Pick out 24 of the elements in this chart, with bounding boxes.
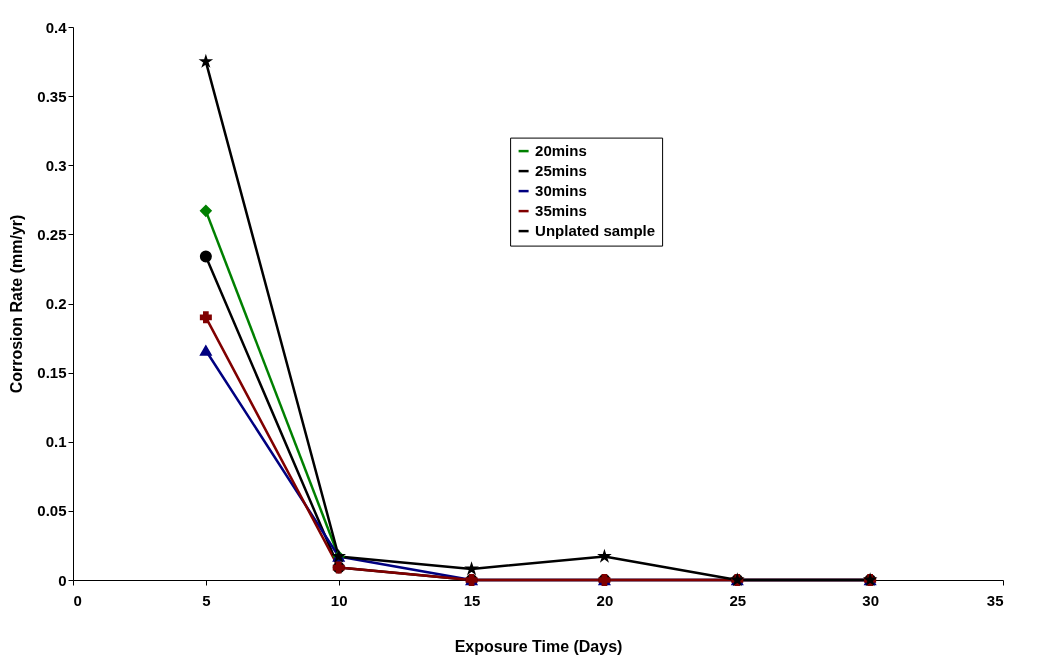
x-tick-label: 35 — [986, 591, 1004, 609]
legend-label: 30mins — [535, 182, 587, 200]
legend-label: Unplated sample — [535, 222, 656, 240]
x-axis-title: Exposure Time (Days) — [454, 637, 623, 655]
x-tick-label: 0 — [73, 591, 82, 609]
legend-label: 20mins — [535, 142, 587, 160]
y-tick-label: 0.05 — [37, 502, 67, 520]
x-tick-label: 15 — [463, 591, 481, 609]
y-tick-label: 0.1 — [45, 433, 67, 451]
y-tick-label: 0 — [58, 571, 67, 589]
y-tick-label: 0.2 — [45, 295, 67, 312]
legend-label: 25mins — [535, 162, 587, 180]
x-tick-label: 30 — [862, 591, 879, 609]
y-tick-label: 0.15 — [37, 364, 67, 382]
x-tick-label: 10 — [330, 591, 348, 609]
x-tick-label: 20 — [596, 591, 614, 609]
legend-label: 35mins — [535, 202, 587, 220]
x-tick-label: 5 — [202, 591, 211, 609]
y-tick-label: 0.25 — [37, 225, 67, 243]
y-tick-label: 0.4 — [45, 18, 68, 36]
y-tick-label: 0.35 — [37, 87, 67, 105]
y-axis-title: Corrosion Rate (mm/yr) — [8, 214, 26, 394]
x-tick-label: 25 — [729, 591, 747, 609]
y-tick-label: 0.3 — [45, 156, 67, 174]
